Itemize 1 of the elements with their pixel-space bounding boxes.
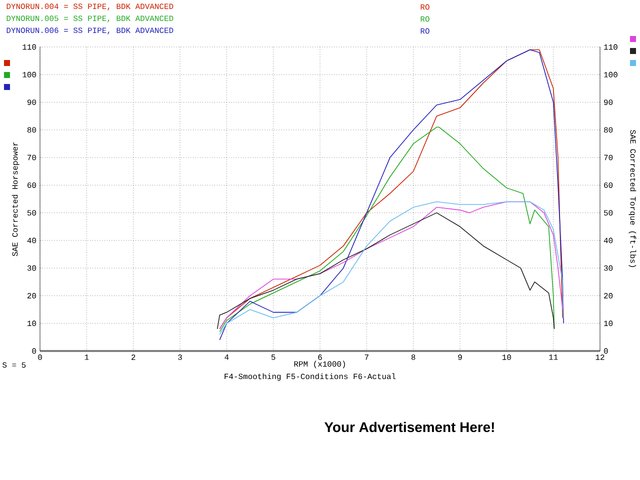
- text: Your Advertisement Here!: [324, 422, 494, 432]
